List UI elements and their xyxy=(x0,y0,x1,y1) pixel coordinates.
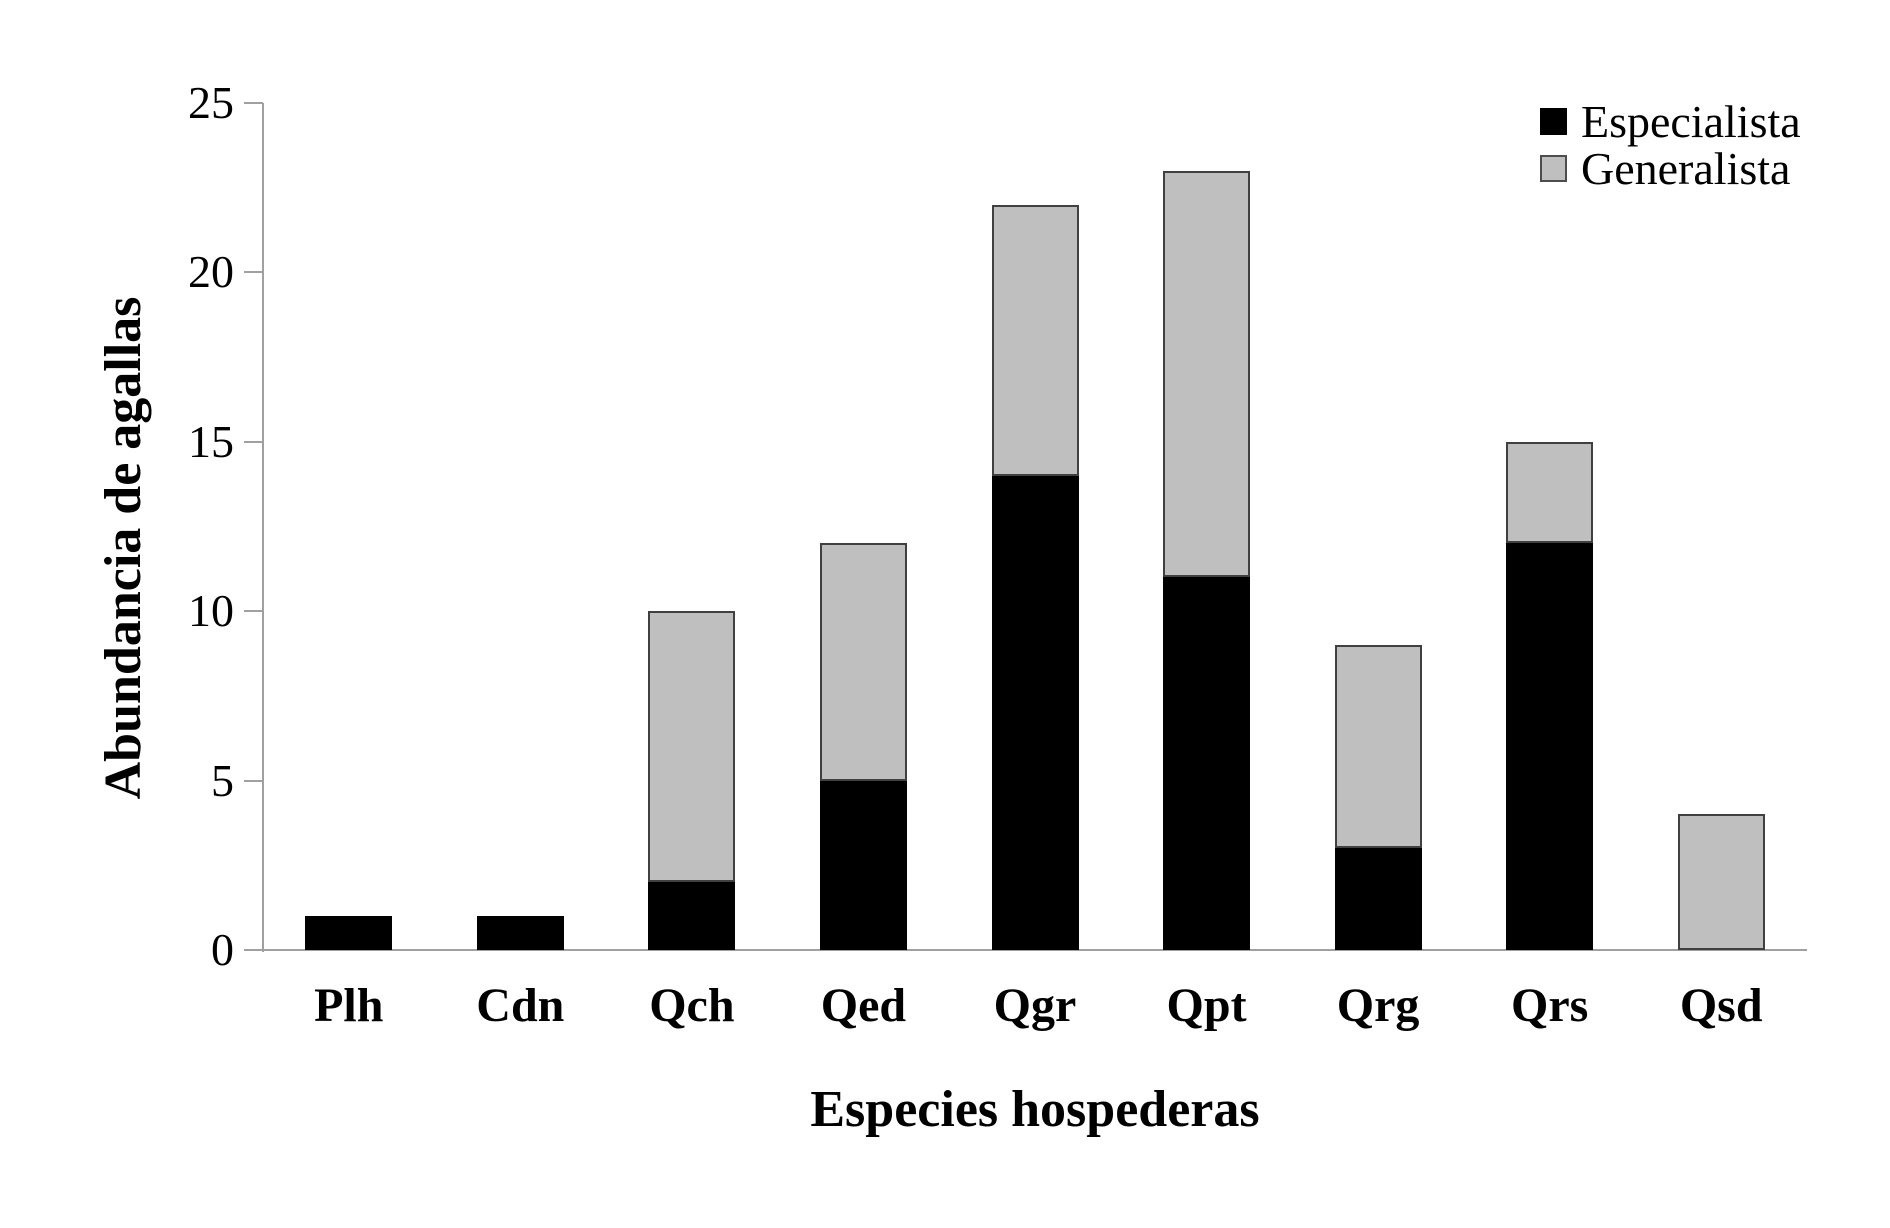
y-tick xyxy=(244,949,263,951)
x-axis-line xyxy=(262,949,1807,951)
y-tick-label: 0 xyxy=(211,924,234,975)
bar-segment-especialista-Qpt xyxy=(1163,577,1251,950)
bar-segment-especialista-Qgr xyxy=(991,475,1079,950)
y-tick-label: 10 xyxy=(188,585,234,637)
y-tick-label: 5 xyxy=(211,754,234,806)
y-axis-title: Abundancia de agallas xyxy=(95,296,152,800)
x-category-label-Qpt: Qpt xyxy=(1166,979,1247,1032)
bar-segment-generalista-Qch xyxy=(648,611,736,883)
x-category-label-Qch: Qch xyxy=(649,979,735,1032)
bar-segment-generalista-Qsd xyxy=(1677,814,1765,950)
legend-label-especialista: Especialista xyxy=(1581,96,1801,147)
bar-segment-especialista-Plh xyxy=(305,916,393,950)
y-tick xyxy=(244,440,263,443)
x-category-label-Qrs: Qrs xyxy=(1510,979,1589,1032)
legend-label-generalista: Generalista xyxy=(1581,143,1791,194)
y-tick-label: 15 xyxy=(188,415,234,467)
x-category-label-Qgr: Qgr xyxy=(993,979,1077,1032)
x-category-label-Qsd: Qsd xyxy=(1679,979,1763,1032)
y-tick xyxy=(244,102,263,104)
x-category-label-Qrg: Qrg xyxy=(1336,979,1420,1032)
y-axis-line xyxy=(262,103,264,952)
bar-segment-especialista-Cdn xyxy=(476,916,564,950)
x-category-label-Plh: Plh xyxy=(314,979,384,1032)
legend-swatch-generalista xyxy=(1540,155,1567,182)
bar-segment-especialista-Qrg xyxy=(1334,848,1422,950)
legend-swatch-especialista xyxy=(1540,108,1567,135)
legend-row-generalista: Generalista xyxy=(1540,145,1801,192)
y-tick-label: 20 xyxy=(188,246,234,298)
bar-segment-generalista-Qgr xyxy=(991,204,1079,476)
bar-segment-generalista-Qpt xyxy=(1163,170,1251,578)
bar-segment-especialista-Qch xyxy=(648,882,736,950)
bar-segment-especialista-Qed xyxy=(819,780,907,950)
bar-segment-especialista-Qrs xyxy=(1506,543,1594,950)
legend-row-especialista: Especialista xyxy=(1540,98,1801,145)
y-tick-label: 25 xyxy=(188,77,234,128)
bar-segment-generalista-Qed xyxy=(819,543,907,781)
y-tick xyxy=(244,610,263,613)
y-tick xyxy=(244,271,263,274)
x-category-label-Qed: Qed xyxy=(820,979,907,1032)
y-tick xyxy=(244,779,263,782)
legend: Especialista Generalista xyxy=(1540,98,1801,192)
x-axis-title: Especies hospederas xyxy=(810,1081,1260,1138)
x-category-label-Cdn: Cdn xyxy=(476,979,565,1032)
bar-segment-generalista-Qrg xyxy=(1334,645,1422,849)
bar-segment-generalista-Qrs xyxy=(1506,441,1594,544)
